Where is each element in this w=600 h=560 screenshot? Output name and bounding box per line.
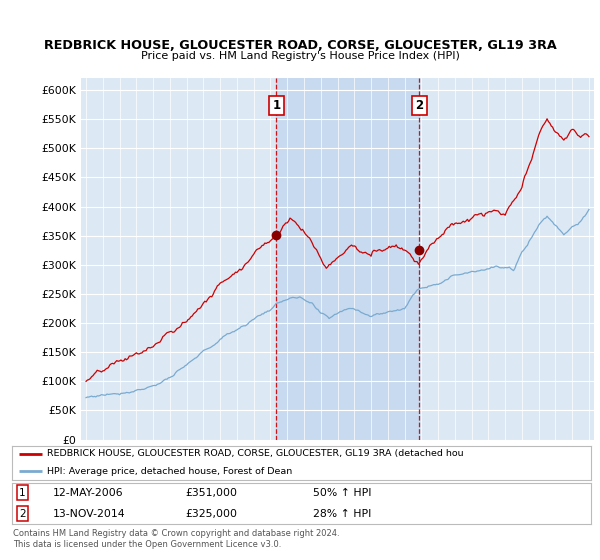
Text: 1: 1 bbox=[272, 99, 281, 112]
Text: REDBRICK HOUSE, GLOUCESTER ROAD, CORSE, GLOUCESTER, GL19 3RA (detached hou: REDBRICK HOUSE, GLOUCESTER ROAD, CORSE, … bbox=[47, 449, 463, 458]
Text: £325,000: £325,000 bbox=[186, 509, 238, 519]
Text: 13-NOV-2014: 13-NOV-2014 bbox=[53, 509, 125, 519]
Text: 28% ↑ HPI: 28% ↑ HPI bbox=[313, 509, 371, 519]
Text: £351,000: £351,000 bbox=[186, 488, 238, 497]
Text: 2: 2 bbox=[415, 99, 423, 112]
Text: HPI: Average price, detached house, Forest of Dean: HPI: Average price, detached house, Fore… bbox=[47, 466, 292, 475]
Text: Contains HM Land Registry data © Crown copyright and database right 2024.
This d: Contains HM Land Registry data © Crown c… bbox=[13, 529, 340, 549]
Text: Price paid vs. HM Land Registry's House Price Index (HPI): Price paid vs. HM Land Registry's House … bbox=[140, 51, 460, 61]
Text: 2: 2 bbox=[19, 509, 26, 519]
Text: 50% ↑ HPI: 50% ↑ HPI bbox=[313, 488, 371, 497]
Bar bbox=[277, 78, 419, 440]
Text: 1: 1 bbox=[19, 488, 26, 497]
Text: REDBRICK HOUSE, GLOUCESTER ROAD, CORSE, GLOUCESTER, GL19 3RA: REDBRICK HOUSE, GLOUCESTER ROAD, CORSE, … bbox=[44, 39, 556, 53]
Text: 12-MAY-2006: 12-MAY-2006 bbox=[53, 488, 123, 497]
